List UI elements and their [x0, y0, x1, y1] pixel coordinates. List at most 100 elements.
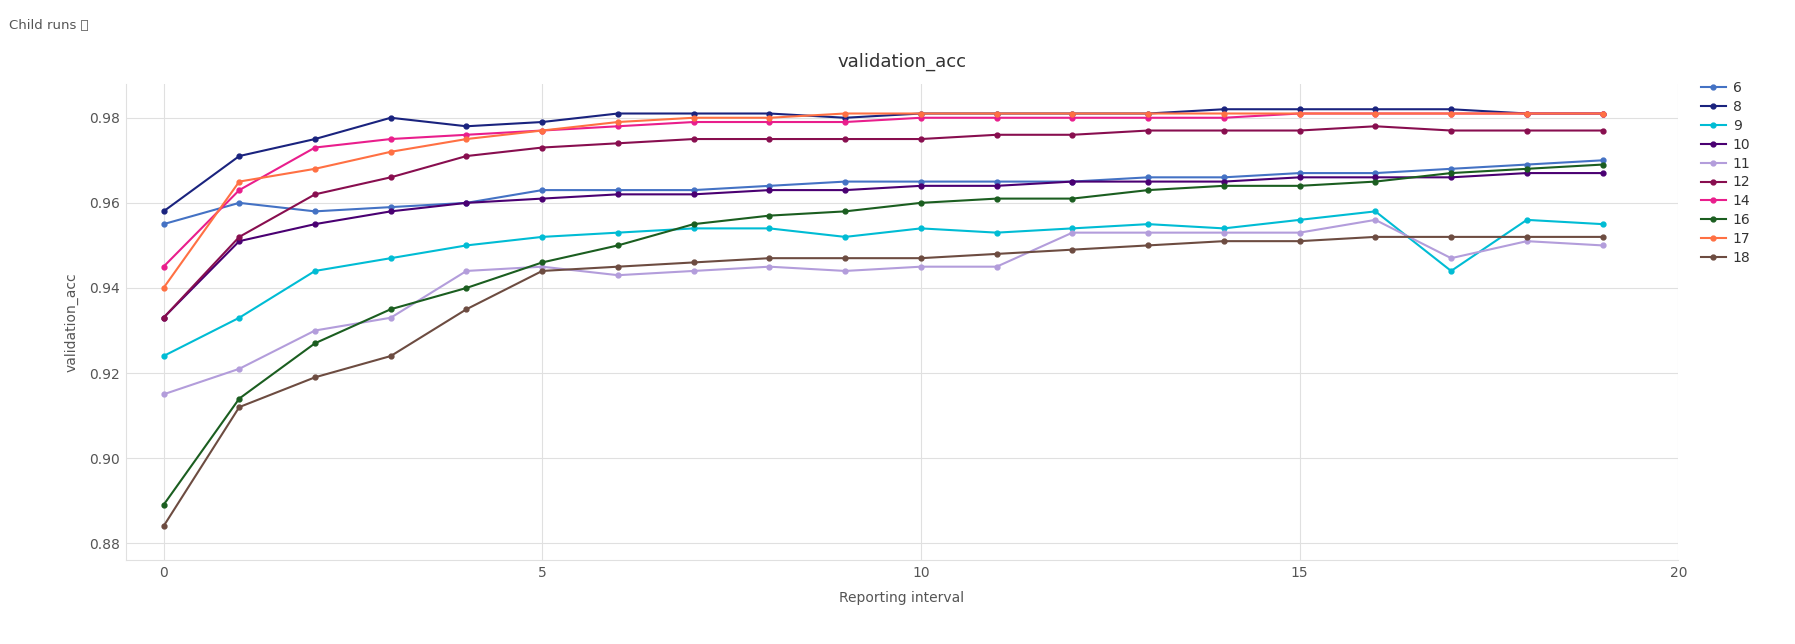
17: [1517, 109, 1538, 117]
10: [1364, 173, 1386, 181]
16: [910, 199, 932, 207]
11: [1213, 229, 1235, 236]
16: [682, 220, 704, 228]
17: [1061, 109, 1082, 117]
18: [985, 250, 1007, 258]
10: [381, 207, 402, 215]
12: [682, 135, 704, 143]
Line: 12: 12: [162, 124, 1605, 320]
18: [456, 305, 477, 313]
10: [531, 194, 553, 202]
16: [456, 284, 477, 292]
12: [985, 131, 1007, 138]
18: [1213, 237, 1235, 245]
9: [303, 267, 325, 275]
9: [531, 233, 553, 241]
18: [153, 522, 174, 530]
10: [303, 220, 325, 228]
12: [1289, 127, 1310, 135]
9: [456, 242, 477, 249]
9: [1364, 207, 1386, 215]
9: [153, 352, 174, 360]
14: [456, 131, 477, 138]
10: [153, 314, 174, 321]
16: [1061, 194, 1082, 202]
6: [1592, 156, 1614, 164]
Line: 17: 17: [162, 111, 1605, 290]
10: [1440, 173, 1461, 181]
14: [303, 144, 325, 151]
11: [682, 267, 704, 275]
9: [1213, 225, 1235, 232]
9: [910, 225, 932, 232]
9: [1138, 220, 1160, 228]
10: [1592, 169, 1614, 177]
14: [759, 118, 781, 126]
12: [1138, 127, 1160, 135]
6: [381, 204, 402, 211]
10: [228, 237, 250, 245]
16: [1364, 178, 1386, 185]
18: [1061, 246, 1082, 254]
8: [835, 114, 856, 122]
8: [1592, 109, 1614, 117]
16: [1440, 169, 1461, 177]
9: [228, 314, 250, 321]
17: [381, 148, 402, 156]
14: [985, 114, 1007, 122]
11: [1364, 216, 1386, 223]
11: [1061, 229, 1082, 236]
14: [1592, 109, 1614, 117]
14: [835, 118, 856, 126]
8: [759, 109, 781, 117]
12: [607, 140, 628, 147]
12: [1517, 127, 1538, 135]
14: [1061, 114, 1082, 122]
17: [835, 109, 856, 117]
16: [985, 194, 1007, 202]
16: [1213, 182, 1235, 190]
14: [1517, 109, 1538, 117]
11: [985, 263, 1007, 270]
17: [1213, 109, 1235, 117]
6: [228, 199, 250, 207]
11: [228, 365, 250, 373]
9: [1517, 216, 1538, 223]
11: [303, 327, 325, 334]
17: [1289, 109, 1310, 117]
16: [835, 207, 856, 215]
16: [759, 212, 781, 220]
18: [607, 263, 628, 270]
Text: Child runs ⓘ: Child runs ⓘ: [9, 19, 88, 32]
10: [1138, 178, 1160, 185]
17: [759, 114, 781, 122]
12: [759, 135, 781, 143]
Line: 14: 14: [162, 111, 1605, 269]
17: [1138, 109, 1160, 117]
12: [381, 173, 402, 181]
14: [1289, 109, 1310, 117]
Y-axis label: validation_acc: validation_acc: [65, 272, 79, 372]
12: [910, 135, 932, 143]
16: [607, 242, 628, 249]
12: [456, 152, 477, 160]
11: [835, 267, 856, 275]
14: [1213, 114, 1235, 122]
16: [303, 339, 325, 347]
8: [682, 109, 704, 117]
17: [1440, 109, 1461, 117]
8: [1061, 109, 1082, 117]
Legend: 6, 8, 9, 10, 11, 12, 14, 16, 17, 18: 6, 8, 9, 10, 11, 12, 14, 16, 17, 18: [1702, 81, 1750, 265]
8: [607, 109, 628, 117]
6: [456, 199, 477, 207]
18: [835, 254, 856, 262]
8: [985, 109, 1007, 117]
12: [1440, 127, 1461, 135]
11: [607, 271, 628, 279]
17: [303, 165, 325, 173]
14: [228, 186, 250, 194]
11: [1440, 254, 1461, 262]
17: [531, 127, 553, 135]
9: [1289, 216, 1310, 223]
8: [381, 114, 402, 122]
